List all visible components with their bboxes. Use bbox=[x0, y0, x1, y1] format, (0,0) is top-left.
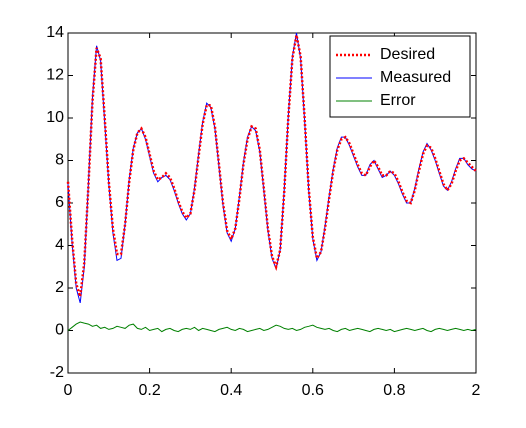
x-tick-label: 0 bbox=[64, 382, 73, 399]
y-tick-label: 0 bbox=[55, 322, 64, 339]
y-tick-label: 14 bbox=[46, 24, 64, 41]
y-tick-label: 8 bbox=[55, 152, 64, 169]
series-line bbox=[66, 34, 477, 297]
y-tick-label: 10 bbox=[46, 109, 64, 126]
legend-label: Error bbox=[380, 92, 416, 109]
legend-label: Measured bbox=[380, 69, 451, 86]
x-tick-label: 0.4 bbox=[220, 382, 242, 399]
y-tick-label: 2 bbox=[55, 279, 64, 296]
x-tick-label: 2 bbox=[472, 382, 481, 399]
series-line bbox=[67, 321, 477, 333]
legend-box bbox=[329, 35, 471, 118]
x-tick-label: 0.8 bbox=[383, 382, 405, 399]
x-tick-label: 0.2 bbox=[138, 382, 160, 399]
legend-label: Desired bbox=[380, 46, 435, 63]
y-tick-label: 6 bbox=[55, 194, 64, 211]
y-tick-label: 12 bbox=[46, 67, 64, 84]
x-tick-label: 0.6 bbox=[302, 382, 324, 399]
y-tick-label: -2 bbox=[50, 364, 64, 381]
y-tick-label: 4 bbox=[55, 237, 64, 254]
